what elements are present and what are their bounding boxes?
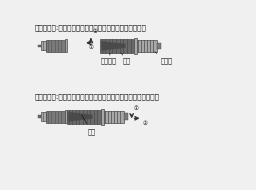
Text: 離脱時操作:スリーブを矢印と逆に回した後、プラグを引き抜く: 離脱時操作:スリーブを矢印と逆に回した後、プラグを引き抜く bbox=[35, 94, 160, 100]
Bar bbox=[65, 110, 67, 123]
Text: スリーブ: スリーブ bbox=[101, 53, 117, 64]
Text: 矢印: 矢印 bbox=[121, 53, 131, 64]
Text: ②: ② bbox=[143, 121, 147, 126]
Bar bbox=[101, 109, 104, 125]
Text: 矢印: 矢印 bbox=[82, 115, 96, 135]
Text: ②: ② bbox=[92, 29, 97, 34]
Bar bbox=[137, 40, 157, 52]
Polygon shape bbox=[102, 41, 125, 51]
Bar bbox=[104, 111, 124, 123]
Bar bbox=[38, 45, 41, 47]
Bar bbox=[41, 112, 46, 121]
Bar bbox=[41, 41, 46, 51]
Text: 装合操作時:プラグを差込後、スリーブを矢印方向へ回す: 装合操作時:プラグを差込後、スリーブを矢印方向へ回す bbox=[35, 24, 147, 31]
Text: ①: ① bbox=[89, 45, 93, 50]
Polygon shape bbox=[69, 112, 92, 121]
Bar bbox=[38, 116, 41, 118]
Bar bbox=[65, 39, 67, 52]
Bar bbox=[157, 43, 161, 49]
Bar bbox=[100, 39, 134, 53]
Text: プラグ: プラグ bbox=[155, 52, 173, 64]
Bar bbox=[124, 113, 128, 120]
Bar bbox=[67, 110, 101, 124]
Bar bbox=[134, 38, 137, 54]
Text: ①: ① bbox=[133, 106, 138, 111]
Bar bbox=[46, 40, 65, 52]
Bar bbox=[46, 111, 65, 123]
